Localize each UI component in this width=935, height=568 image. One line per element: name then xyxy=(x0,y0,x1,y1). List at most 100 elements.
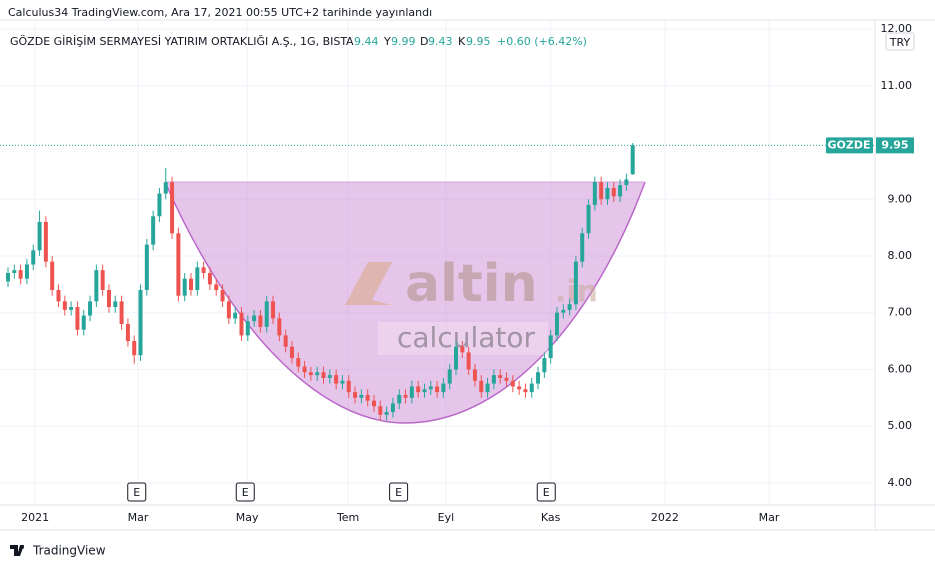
candle-body xyxy=(346,380,351,393)
candle-body xyxy=(334,375,339,384)
candle-body xyxy=(510,380,515,387)
candle-body xyxy=(220,290,225,302)
currency-box[interactable] xyxy=(885,32,915,51)
candle-body xyxy=(233,312,238,319)
candle-body xyxy=(586,204,591,234)
x-tick-label: Mar xyxy=(759,511,780,524)
grid xyxy=(0,20,875,505)
open-value: 9.44 xyxy=(354,35,379,48)
symbol-tag-label: GOZDE xyxy=(827,138,870,151)
candle-body xyxy=(283,335,288,347)
candle-body xyxy=(567,304,572,310)
candle-body xyxy=(88,301,93,316)
candle-body xyxy=(271,301,276,319)
candle-body xyxy=(62,301,67,310)
symbol-tag xyxy=(826,137,873,154)
overlay: 4.00 5.00 6.00 7.00 8.00 9.00 11.00 12.00 2021 Ma… xyxy=(0,22,914,524)
candle-body xyxy=(182,278,187,296)
candle-body xyxy=(289,346,294,359)
x-tick-label: Kas xyxy=(541,511,561,524)
x-tick-label: Tem xyxy=(336,511,359,524)
candle-body xyxy=(409,386,414,398)
x-tick-label: 2022 xyxy=(651,511,679,524)
footer-logo xyxy=(10,545,24,556)
candle-body xyxy=(163,182,168,194)
candle-body xyxy=(195,267,200,291)
candle-body xyxy=(529,383,534,393)
y-tick-label: 8.00 xyxy=(888,249,913,262)
y-tick-label: 11.00 xyxy=(881,79,913,92)
open-label: A xyxy=(346,35,354,48)
candle-body xyxy=(157,193,162,217)
cup-fill xyxy=(165,182,645,423)
candles xyxy=(6,143,635,421)
candle-body xyxy=(144,244,149,291)
candle-body xyxy=(24,264,29,279)
candle-body xyxy=(353,392,358,398)
event-label: E xyxy=(242,486,249,499)
candle-body xyxy=(359,394,364,398)
event-label: E xyxy=(133,486,140,499)
close-value: 9.95 xyxy=(466,35,491,48)
candle-body xyxy=(106,290,111,308)
candle-body xyxy=(75,307,80,330)
event-label: E xyxy=(543,486,550,499)
y-tick-label: 7.00 xyxy=(888,306,913,319)
high-value: 9.99 xyxy=(391,35,416,48)
candle-body xyxy=(56,290,61,302)
y-tick-label: 9.00 xyxy=(888,192,913,205)
candle-body xyxy=(258,315,263,327)
candle-body xyxy=(460,346,465,353)
candle-body xyxy=(397,394,402,404)
x-tick-label: May xyxy=(236,511,259,524)
low-value: 9.43 xyxy=(428,35,453,48)
symbol-title: GÖZDE GİRİŞİM SERMAYESİ YATIRIM ORTAKLIĞ… xyxy=(10,35,347,48)
candle-body xyxy=(245,321,250,336)
candle-body xyxy=(428,386,433,390)
candle-body xyxy=(226,301,231,319)
candle-body xyxy=(6,272,11,282)
candle-body xyxy=(384,411,389,415)
candle-body xyxy=(43,221,48,262)
candle-body xyxy=(315,372,320,376)
candle-body xyxy=(214,284,219,291)
candle-body xyxy=(416,386,421,393)
candle-body xyxy=(554,312,559,336)
event-marker xyxy=(536,482,556,502)
event-marker xyxy=(127,482,147,502)
event-marker xyxy=(235,482,255,502)
candle-body xyxy=(504,377,509,381)
candle-body xyxy=(498,375,503,378)
candle-body xyxy=(239,312,244,336)
candle-body xyxy=(611,187,616,197)
candle-body xyxy=(189,278,194,291)
candle-body xyxy=(403,394,408,398)
x-tick-label: 2021 xyxy=(21,511,49,524)
candle-body xyxy=(31,250,36,265)
candle-body xyxy=(561,309,566,313)
close-label: K xyxy=(458,35,466,48)
candle-body xyxy=(548,335,553,359)
candle-body xyxy=(447,369,452,384)
candle-body xyxy=(37,221,42,251)
x-tick-label: Mar xyxy=(128,511,149,524)
candle-body xyxy=(485,383,490,393)
candle-body xyxy=(365,394,370,401)
watermark-brand: altin xyxy=(405,254,538,314)
candle-body xyxy=(264,301,269,327)
change-value: +0.60 (+6.42%) xyxy=(497,35,587,48)
candle-body xyxy=(390,403,395,412)
candle-body xyxy=(125,324,130,342)
footer-brand: TradingView xyxy=(32,544,106,558)
event-label: E xyxy=(395,486,402,499)
y-tick-label: 5.00 xyxy=(888,419,913,432)
candle-body xyxy=(605,187,610,200)
candle-body xyxy=(132,341,137,356)
candle-body xyxy=(618,185,623,197)
candle-body xyxy=(50,261,55,291)
low-label: D xyxy=(420,35,428,48)
candle-body xyxy=(207,272,212,285)
candle-body xyxy=(523,389,528,393)
